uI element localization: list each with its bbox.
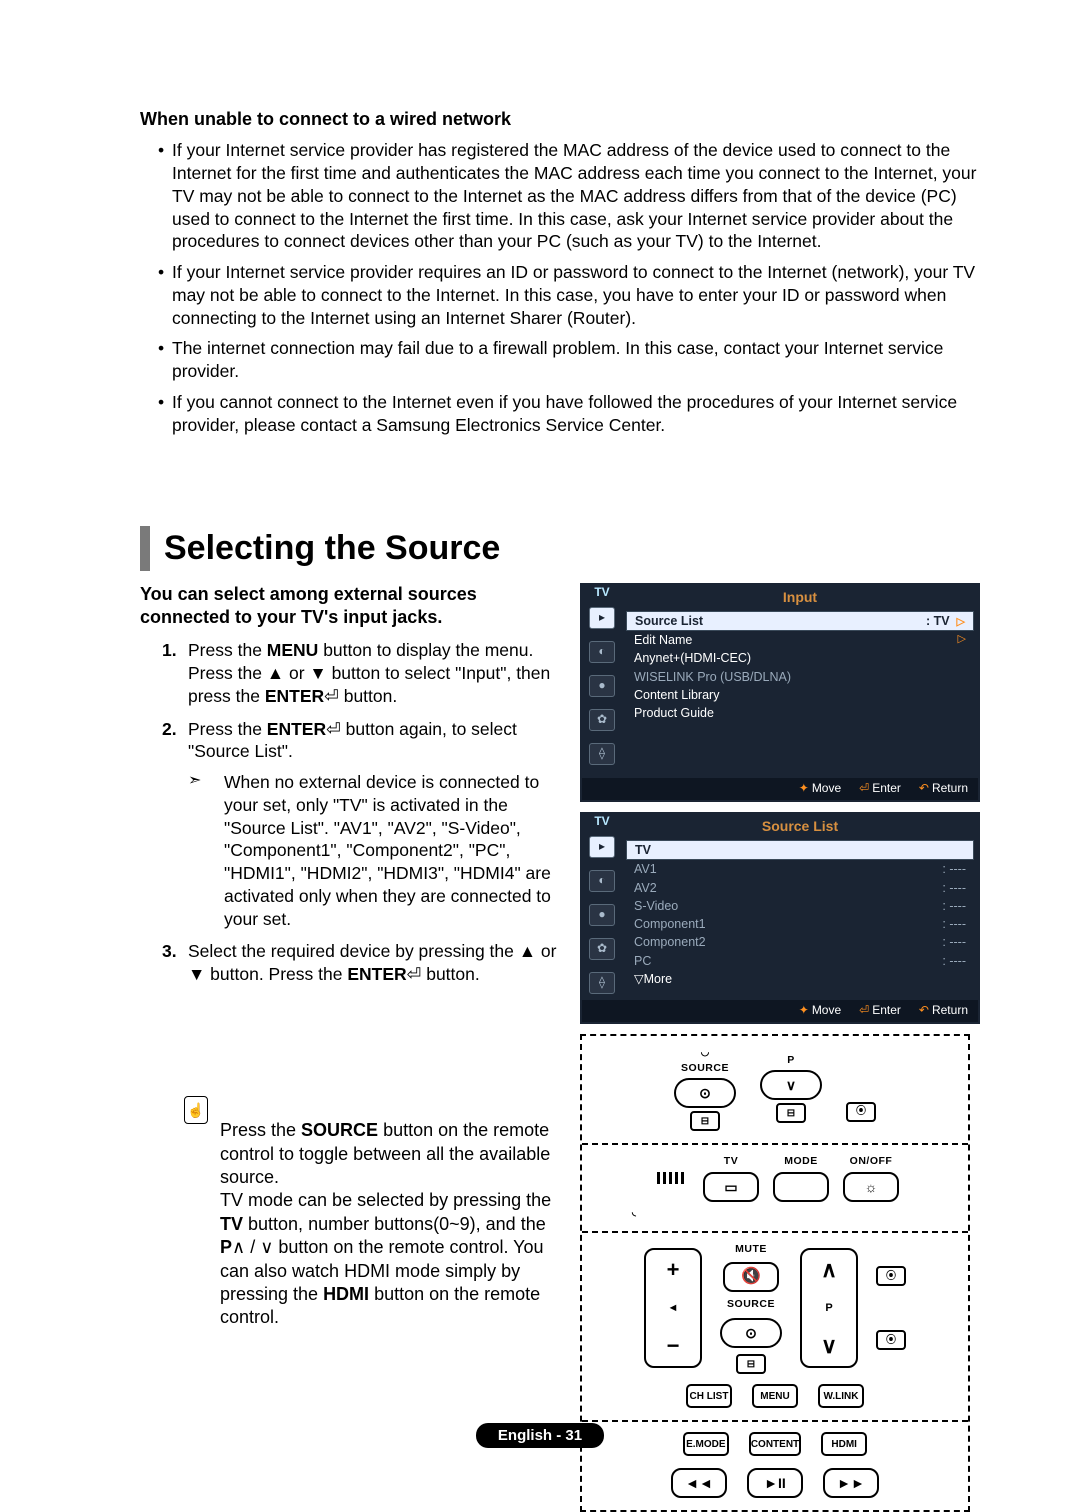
page-footer: English - 31 [0,1423,1080,1446]
mode-button [773,1172,829,1202]
osd-nav-icon: ✿ [589,938,615,960]
osd-row: Component1: ---- [626,915,974,933]
steps-list: 1. Press the MENU button to display the … [140,639,560,986]
bullet-item: The internet connection may fail due to … [158,337,980,383]
step2-note: When no external device is connected to … [224,771,560,930]
osd-nav-icon: ▸ [589,607,615,629]
osd-row: TV [626,840,974,860]
instructions-column: You can select among external sources co… [140,583,560,1512]
source-button: ⊙ [720,1318,782,1348]
volume-rocker: + ◄ − [644,1248,702,1368]
osd-nav-icon: ◐ [589,870,615,892]
osd-row: S-Video: ---- [626,897,974,915]
osd-nav-icon: ▸ [589,836,615,858]
osd-nav-icon: ● [589,904,615,926]
wlink-button: W.LINK [818,1384,864,1408]
osd-title: Source List [626,814,974,840]
osd-row: Edit Name▷ [626,631,974,649]
wired-network-section: When unable to connect to a wired networ… [140,108,980,436]
osd-source-list: TV ▸ ◐ ● ✿ ⟠ Source List TV AV1: ---- AV… [580,812,980,1024]
play-pause-button: ►II [747,1468,803,1498]
small-button: ⊟ [736,1354,766,1374]
step-2: 2. Press the ENTER⏎ button again, to sel… [162,718,560,931]
osd-row: Component2: ---- [626,933,974,951]
tv-button: ▭ [703,1172,759,1202]
enter-icon: ⏎ [326,719,341,739]
small-button: ⊟ [690,1111,720,1131]
small-button: ⦿ [876,1266,906,1286]
section-title: Selecting the Source [164,526,980,570]
bullet-item: If your Internet service provider requir… [158,261,980,329]
wired-heading: When unable to connect to a wired networ… [140,108,980,131]
remote-hand-icon: ☝ [184,1096,208,1124]
speaker-icon [651,1172,689,1184]
osd-nav-icon: ⟠ [589,972,615,994]
small-button: ⦿ [876,1330,906,1350]
bullet-item: If you cannot connect to the Internet ev… [158,391,980,437]
osd-row: PC: ---- [626,952,974,970]
forward-button: ►► [823,1468,879,1498]
channel-rocker: ∧ P ∨ [800,1248,858,1368]
step-1: 1. Press the MENU button to display the … [162,639,560,707]
osd-row: ▽More [626,970,974,988]
osd-row: Anynet+(HDMI-CEC) [626,649,974,667]
bullet-item: If your Internet service provider has re… [158,139,980,253]
source-button: ⊙ [674,1078,736,1108]
note-arrow-icon: ➣ [188,771,210,930]
onoff-button: ☼ [843,1172,899,1202]
osd-row: AV2: ---- [626,879,974,897]
section-heading-block: Selecting the Source [140,526,980,570]
remote-note: ☝ Press the SOURCE button on the remote … [140,1096,560,1330]
osd-nav-icon: ⟠ [589,743,615,765]
menu-button: MENU [752,1384,798,1408]
p-down-button: ∨ [760,1070,822,1100]
osd-row: Source List : TV ▷ [626,611,974,631]
osd-nav-icon: ◐ [589,641,615,663]
small-button: ⦿ [846,1102,876,1122]
rewind-button: ◄◄ [671,1468,727,1498]
osd-footer: ✦Move ⏎Enter ↶Return [582,778,978,800]
wired-bullets: If your Internet service provider has re… [140,139,980,436]
figures-column: TV ▸ ◐ ● ✿ ⟠ Input Source List : TV ▷ Ed… [580,583,980,1512]
osd-nav-icon: ● [589,675,615,697]
step-3: 3. Select the required device by pressin… [162,940,560,986]
enter-icon: ⏎ [407,964,422,984]
mute-button: 🔇 [723,1262,779,1292]
osd-row: Product Guide [626,704,974,722]
enter-icon: ⏎ [324,686,339,706]
osd-row: AV1: ---- [626,860,974,878]
osd-row: Content Library [626,686,974,704]
osd-footer: ✦Move ⏎Enter ↶Return [582,1000,978,1022]
osd-nav-icon: ✿ [589,709,615,731]
small-button: ⊟ [776,1103,806,1123]
intro-text: You can select among external sources co… [140,583,560,630]
osd-title: Input [626,585,974,611]
osd-row: WISELINK Pro (USB/DLNA) [626,668,974,686]
chlist-button: CH LIST [686,1384,732,1408]
osd-input-menu: TV ▸ ◐ ● ✿ ⟠ Input Source List : TV ▷ Ed… [580,583,980,802]
